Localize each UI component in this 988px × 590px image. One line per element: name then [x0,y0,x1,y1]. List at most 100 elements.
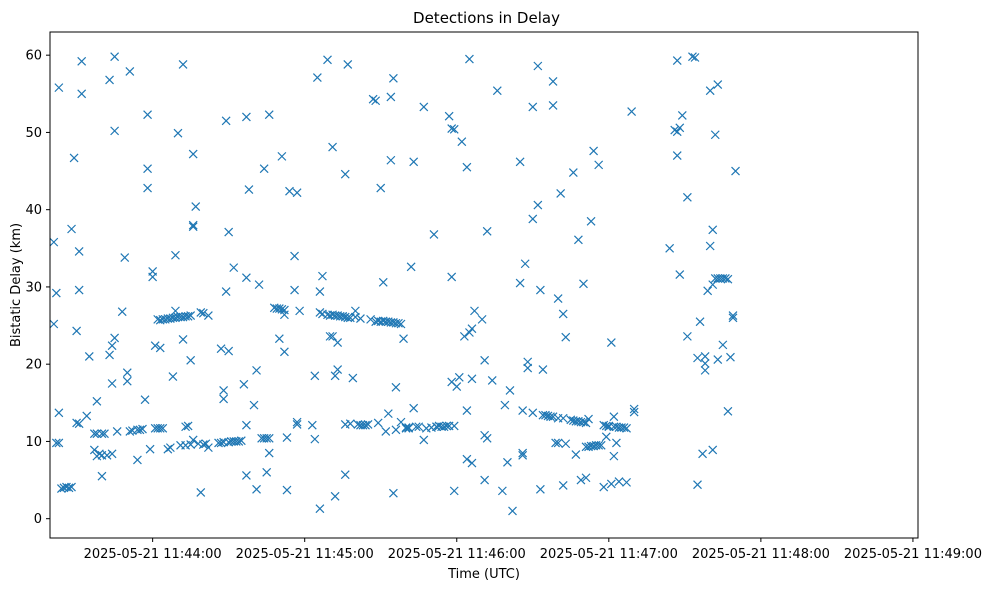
data-point [77,89,87,99]
data-point [279,347,289,357]
data-point [419,435,429,445]
data-point [292,417,302,427]
data-point [343,313,353,323]
data-point [328,142,337,152]
data-point [538,365,548,375]
data-point [609,451,619,461]
data-point [619,423,629,432]
data-point [541,410,550,420]
y-tick-label: 50 [25,126,42,141]
data-point [505,386,515,395]
data-point [107,379,117,388]
data-point [56,484,66,493]
data-point [330,371,340,381]
data-point [216,438,226,448]
data-point [252,484,261,494]
data-point [292,420,302,429]
data-point [622,423,631,433]
data-point [54,408,64,418]
data-point [241,471,251,480]
data-point [92,396,102,406]
data-point [705,241,715,251]
data-point [399,334,408,344]
data-point [700,358,710,368]
data-point [330,491,340,501]
x-axis: 2025-05-21 11:44:00 2025-05-21 11:45:00 20… [84,538,982,562]
data-point [528,214,538,224]
data-point [295,306,305,316]
data-point [444,111,454,121]
data-point [411,422,421,432]
data-point [726,352,735,362]
data-point [518,406,528,415]
data-point [252,365,261,375]
data-point [72,418,82,428]
data-point [409,403,419,413]
data-point [462,454,472,464]
data-point [401,423,411,432]
data-point [462,162,472,172]
data-point [586,216,596,226]
data-point [171,306,180,316]
data-point [723,406,733,416]
x-tick-label: 2025-05-21 11:44:00 [84,547,222,562]
data-point [315,307,325,317]
data-point [203,311,213,320]
data-point [606,338,616,347]
data-point [315,287,325,296]
data-point [89,445,99,455]
data-point [290,251,299,261]
data-point [241,273,251,283]
data-point [556,189,566,198]
y-axis-label: Bistatic Delay (km) [9,223,24,347]
data-point [264,433,274,443]
data-point [698,449,708,459]
data-point [515,278,525,288]
data-point [148,272,158,282]
data-point [105,75,114,85]
data-point [350,312,360,322]
data-point [558,481,568,490]
data-point [670,125,680,135]
data-point [718,340,728,350]
data-point [576,475,586,485]
y-tick-label: 0 [34,512,42,527]
data-point [383,409,393,419]
data-point [183,311,193,321]
data-point [533,61,543,71]
data-point [548,412,558,422]
data-point [51,438,61,448]
data-point [198,308,208,318]
data-point [186,440,196,449]
data-point [51,288,61,298]
data-point [414,422,424,432]
data-point [388,488,398,498]
data-point [720,274,730,283]
data-point [452,382,462,392]
data-point [672,127,682,137]
data-point [599,482,609,492]
data-point [183,421,193,431]
data-point [465,328,474,337]
data-point [558,309,568,319]
data-point [216,344,226,354]
data-point [312,73,322,83]
data-point [333,365,343,375]
data-point [497,486,507,496]
data-point [325,331,335,341]
data-point [710,130,720,140]
data-point [404,423,414,433]
data-point [366,314,376,324]
data-point [573,235,583,245]
data-point [117,307,127,317]
data-point [627,107,637,116]
data-point [477,314,487,324]
data-point [120,253,130,263]
data-point [482,433,492,443]
data-point [611,438,621,448]
data-point [264,110,274,120]
data-point [508,506,517,516]
data-point [310,434,320,444]
data-point [553,438,563,448]
data-point [629,407,639,417]
